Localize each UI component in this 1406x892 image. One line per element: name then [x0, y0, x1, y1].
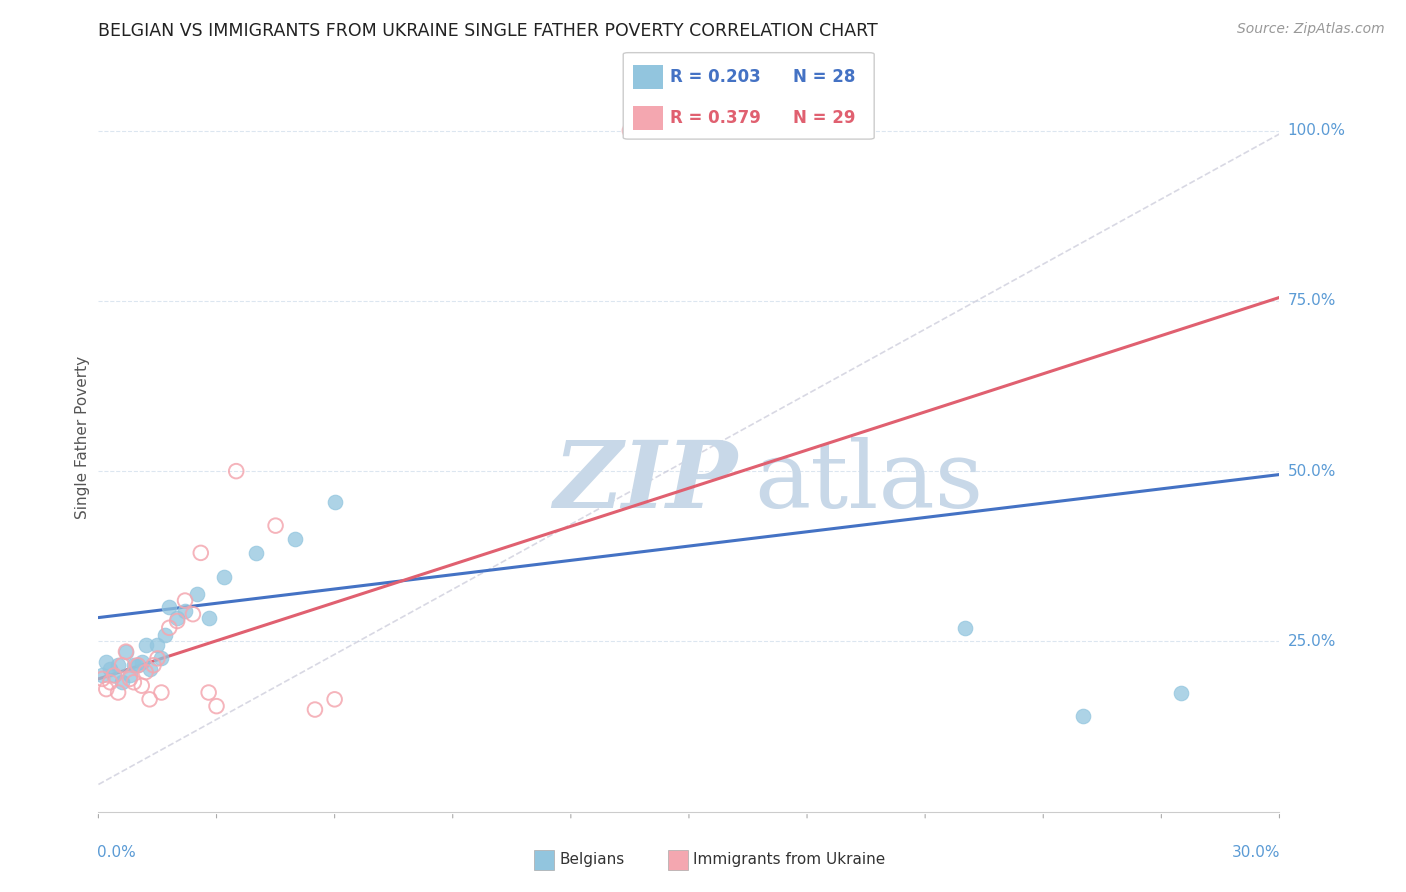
Point — [96, 655, 118, 669]
Text: atlas: atlas — [754, 437, 983, 527]
Point — [111, 658, 134, 673]
Point — [181, 607, 204, 622]
Point — [142, 658, 165, 673]
Text: 50.0%: 50.0% — [1288, 464, 1336, 479]
Point — [115, 645, 138, 659]
Point — [115, 645, 138, 659]
Point — [174, 593, 197, 607]
Point — [186, 587, 208, 601]
Point — [150, 651, 173, 665]
Point — [205, 699, 228, 714]
Point — [155, 627, 177, 641]
Text: N = 28: N = 28 — [793, 69, 855, 87]
Text: R = 0.203: R = 0.203 — [669, 69, 761, 87]
Point — [135, 665, 157, 679]
Point — [98, 675, 121, 690]
Point — [174, 604, 197, 618]
Point — [953, 621, 976, 635]
Point — [146, 638, 169, 652]
Point — [122, 658, 145, 673]
Point — [166, 614, 188, 628]
Point — [284, 533, 307, 547]
Point — [98, 662, 121, 676]
Point — [146, 651, 169, 665]
Point — [91, 668, 114, 682]
Text: 0.0%: 0.0% — [97, 846, 136, 861]
Point — [323, 692, 346, 706]
Point — [157, 600, 180, 615]
Text: ZIP: ZIP — [553, 437, 737, 527]
Point — [103, 668, 125, 682]
Text: BELGIAN VS IMMIGRANTS FROM UKRAINE SINGLE FATHER POVERTY CORRELATION CHART: BELGIAN VS IMMIGRANTS FROM UKRAINE SINGL… — [98, 22, 879, 40]
Text: N = 29: N = 29 — [793, 109, 855, 127]
Point — [127, 658, 149, 673]
Text: 75.0%: 75.0% — [1288, 293, 1336, 309]
Point — [96, 682, 118, 697]
Bar — [633, 65, 662, 89]
Point — [138, 662, 160, 676]
Point — [122, 675, 145, 690]
Point — [138, 692, 160, 706]
Point — [107, 658, 129, 673]
Point — [103, 668, 125, 682]
Point — [111, 675, 134, 690]
Text: 25.0%: 25.0% — [1288, 634, 1336, 648]
Point — [1170, 685, 1192, 699]
Point — [264, 518, 287, 533]
Point — [619, 123, 641, 137]
Text: Source: ZipAtlas.com: Source: ZipAtlas.com — [1237, 22, 1385, 37]
Point — [245, 546, 267, 560]
Point — [127, 658, 149, 673]
Point — [214, 570, 236, 584]
Text: 100.0%: 100.0% — [1288, 123, 1346, 138]
Point — [304, 702, 326, 716]
Text: 30.0%: 30.0% — [1232, 846, 1281, 861]
Point — [107, 685, 129, 699]
Point — [323, 495, 346, 509]
FancyBboxPatch shape — [623, 53, 875, 139]
Point — [131, 655, 153, 669]
Point — [118, 668, 141, 682]
Point — [717, 123, 740, 137]
Bar — [633, 106, 662, 130]
Point — [118, 672, 141, 686]
Text: Belgians: Belgians — [560, 853, 624, 867]
Point — [166, 610, 188, 624]
Point — [150, 685, 173, 699]
Point — [135, 638, 157, 652]
Point — [91, 672, 114, 686]
Point — [190, 546, 212, 560]
Point — [157, 621, 180, 635]
Text: Immigrants from Ukraine: Immigrants from Ukraine — [693, 853, 886, 867]
Point — [1071, 709, 1094, 723]
Point — [197, 610, 219, 624]
Text: R = 0.379: R = 0.379 — [669, 109, 761, 127]
Point — [225, 464, 247, 478]
Y-axis label: Single Father Poverty: Single Father Poverty — [75, 356, 90, 518]
Point — [197, 685, 219, 699]
Point — [131, 679, 153, 693]
